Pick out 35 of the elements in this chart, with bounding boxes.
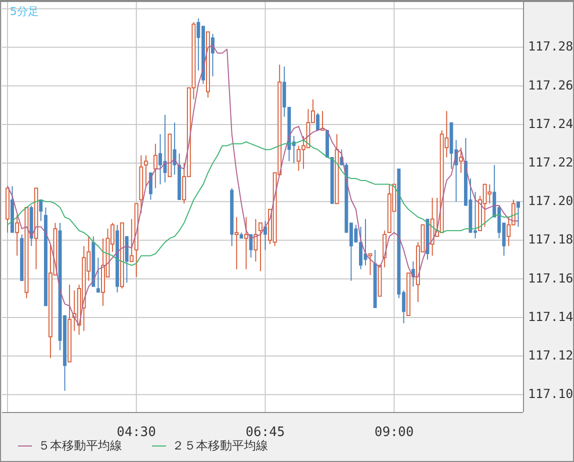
y-tick-label: 117.14	[528, 308, 574, 324]
x-tick-label: 06:45	[246, 425, 285, 440]
y-tick-label: 117.10	[528, 386, 574, 402]
y-tick-label: 117.22	[528, 154, 574, 170]
candlestick	[234, 216, 239, 270]
candlestick	[153, 143, 158, 189]
candlestick	[39, 199, 43, 222]
candlestick	[316, 112, 320, 131]
legend-label: ２５本移動平均線	[172, 438, 268, 452]
y-tick-label: 117.28	[528, 38, 574, 54]
annotation: 5分足	[10, 5, 39, 18]
candlestick	[382, 230, 387, 268]
candlestick	[172, 122, 176, 176]
y-tick-label: 117.26	[528, 77, 574, 92]
y-tick-label: 117.16	[528, 270, 574, 286]
y-tick-label: 117.24	[528, 116, 574, 131]
legend-label: ５本移動平均線	[38, 438, 122, 452]
candlestick	[211, 33, 214, 77]
candlestick	[96, 257, 100, 293]
candlestick	[254, 218, 258, 262]
line-series	[7, 139, 519, 266]
candlestick	[244, 216, 248, 270]
candlestick	[15, 214, 20, 256]
x-tick-label: 09:00	[374, 425, 414, 440]
y-tick-label: 117.20	[528, 193, 574, 208]
y-tick-label: 117.12	[528, 347, 574, 362]
candlestick	[516, 201, 520, 228]
x-tick-label: 04:30	[116, 425, 156, 440]
candlestick	[144, 154, 148, 187]
candlestick	[130, 218, 134, 262]
candlestick	[458, 147, 463, 174]
candlestick	[264, 220, 267, 250]
candlestick	[258, 222, 262, 272]
y-tick-label: 117.18	[528, 232, 574, 247]
candlestick	[148, 172, 152, 200]
